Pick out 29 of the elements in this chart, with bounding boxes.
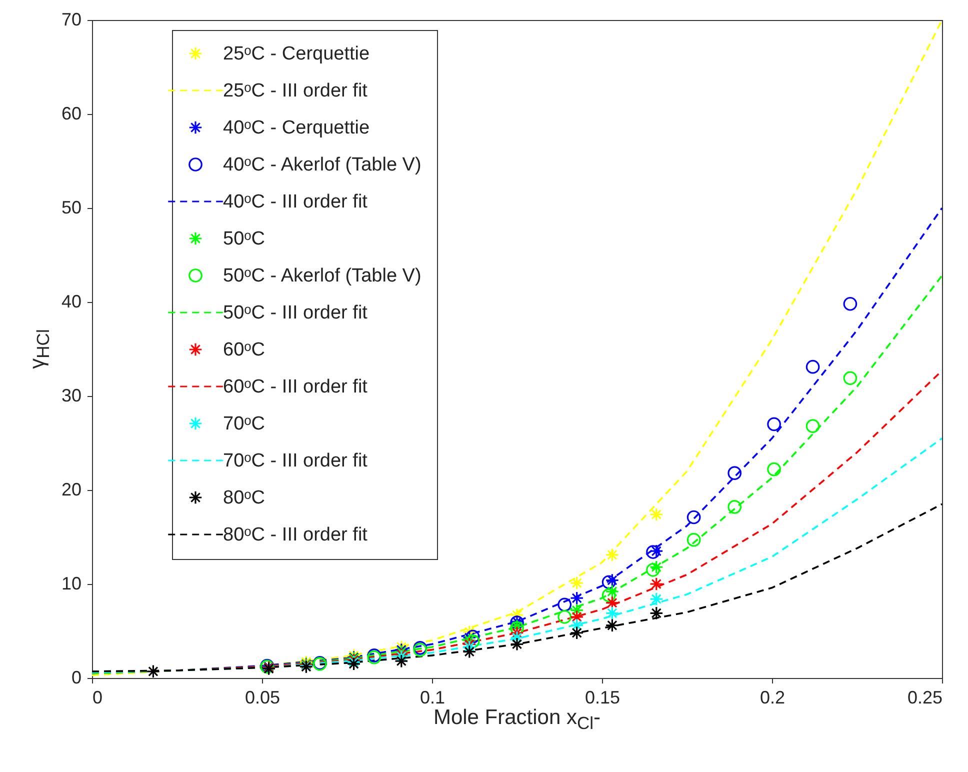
x-tick-label: 0.1 <box>420 688 446 708</box>
y-tick-label: 20 <box>61 480 82 500</box>
x-tick-label: 0.15 <box>584 688 620 708</box>
legend-label: 60ᵒC <box>223 340 266 360</box>
y-tick-label: 70 <box>61 10 82 30</box>
x-tick-label: 0.25 <box>907 688 942 708</box>
y-tick-label: 50 <box>61 198 82 218</box>
y-tick-label: 60 <box>61 104 82 124</box>
y-tick-label: 0 <box>71 668 82 688</box>
y-tick-label: 10 <box>61 574 82 594</box>
y-tick-label: 30 <box>61 386 82 406</box>
legend-label: 40ᵒC - Cerquettie <box>223 118 370 138</box>
legend-label: 25ᵒC - Cerquettie <box>223 44 370 64</box>
legend-label: 25ᵒC - III order fit <box>223 80 368 102</box>
legend-label: 50ᵒC <box>223 228 266 250</box>
x-tick-label: 0.2 <box>760 688 786 708</box>
legend-label: 70ᵒC <box>223 414 266 434</box>
legend-label: 40ᵒC - III order fit <box>223 192 368 212</box>
legend-label: 50ᵒC - Akerlof (Table V) <box>223 266 422 286</box>
legend-label: 70ᵒC - III order fit <box>223 450 368 472</box>
legend-label: 50ᵒC - III order fit <box>223 302 368 324</box>
legend-label: 80ᵒC - III order fit <box>223 524 368 546</box>
x-axis-title: Mole Fraction x$_{Cl}$- <box>432 706 602 734</box>
legend-label: 60ᵒC - III order fit <box>223 376 368 398</box>
x-tick-label: 0.05 <box>244 688 280 708</box>
legend-label: 80ᵒC <box>223 488 266 508</box>
legend-label: 40ᵒC - Akerlof (Table V) <box>223 154 422 176</box>
y-tick-label: 40 <box>61 292 82 312</box>
x-tick-label: 0 <box>92 688 103 708</box>
